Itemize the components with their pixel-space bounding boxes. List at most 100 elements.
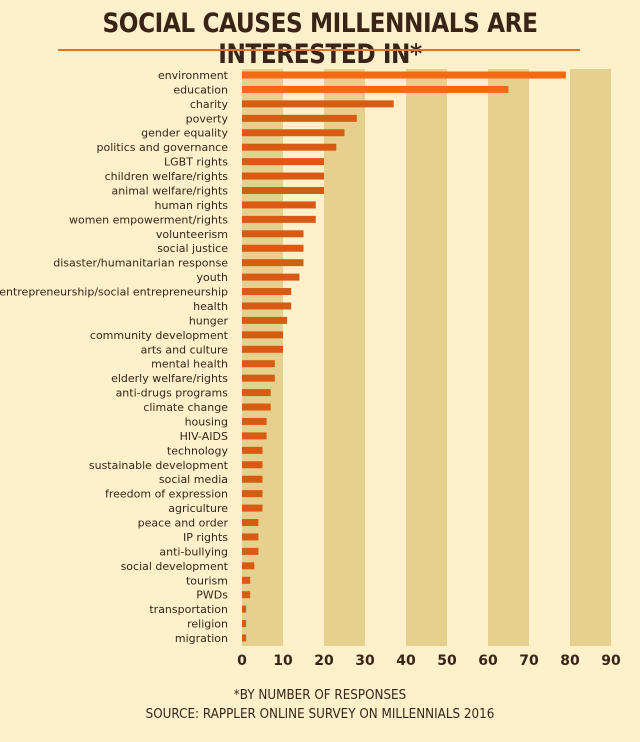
category-label: LGBT rights — [164, 156, 228, 169]
bar — [242, 302, 292, 310]
category-label: environment — [158, 69, 229, 82]
bar — [242, 634, 247, 642]
bar — [242, 533, 259, 541]
category-label: IP rights — [183, 531, 228, 544]
x-tick-label: 80 — [560, 653, 580, 669]
category-label: animal welfare/rights — [111, 184, 228, 197]
bar — [242, 562, 255, 570]
category-label: housing — [185, 415, 228, 428]
category-label: women empowerment/rights — [69, 213, 228, 226]
bar — [242, 475, 263, 483]
bar — [242, 576, 251, 584]
grid-band — [488, 69, 529, 646]
bar — [242, 230, 304, 238]
grid-band — [242, 69, 283, 646]
bar — [242, 432, 267, 440]
x-tick-label: 30 — [355, 653, 375, 669]
category-label: community development — [90, 329, 229, 342]
bar — [242, 547, 259, 555]
category-label: entrepreneurship/social entrepreneurship — [0, 286, 228, 299]
x-tick-label: 0 — [237, 653, 247, 669]
bar — [242, 374, 275, 382]
category-label: youth — [197, 271, 229, 284]
category-label: peace and order — [138, 517, 229, 530]
bar — [242, 114, 357, 122]
bar — [242, 446, 263, 454]
x-tick-label: 70 — [519, 653, 539, 669]
bar — [242, 215, 316, 223]
category-label: social justice — [157, 242, 228, 255]
category-label: politics and governance — [97, 141, 229, 154]
grid-band — [406, 69, 447, 646]
bar — [242, 259, 304, 267]
bar — [242, 143, 337, 151]
category-label: children welfare/rights — [105, 170, 229, 183]
category-label: human rights — [155, 199, 229, 212]
category-label: volunteerism — [156, 228, 228, 241]
category-label: gender equality — [141, 127, 228, 140]
bar — [242, 288, 292, 296]
bar — [242, 172, 324, 180]
category-label: PWDs — [196, 589, 228, 602]
category-label: migration — [175, 632, 228, 645]
x-tick-label: 40 — [396, 653, 416, 669]
category-label: elderly welfare/rights — [111, 372, 228, 385]
category-label: social development — [121, 560, 229, 573]
category-label: arts and culture — [141, 343, 229, 356]
x-tick-label: 60 — [478, 653, 498, 669]
x-tick-label: 10 — [273, 653, 293, 669]
category-label: social media — [159, 473, 228, 486]
bar — [242, 591, 251, 599]
bar — [242, 129, 345, 137]
bar — [242, 244, 304, 252]
category-label: poverty — [186, 112, 229, 125]
bar — [242, 504, 263, 512]
category-label: hunger — [189, 314, 229, 327]
bar — [242, 273, 300, 281]
grid-band — [324, 69, 365, 646]
category-label: education — [173, 83, 228, 96]
category-label: anti-bullying — [159, 545, 228, 558]
x-tick-label: 90 — [601, 653, 621, 669]
category-label: agriculture — [168, 502, 228, 515]
category-label: tourism — [186, 574, 228, 587]
x-tick-label: 50 — [437, 653, 457, 669]
category-label: technology — [167, 444, 229, 457]
bar — [242, 201, 316, 209]
category-label: climate change — [143, 401, 228, 414]
category-label: health — [193, 300, 228, 313]
bar — [242, 519, 259, 527]
x-tick-label: 20 — [314, 653, 334, 669]
title-underline — [58, 49, 580, 51]
bar — [242, 417, 267, 425]
category-label: sustainable development — [89, 459, 229, 472]
bar — [242, 345, 283, 353]
category-label: mental health — [151, 358, 228, 371]
bar — [242, 331, 283, 339]
category-label: transportation — [149, 603, 228, 616]
bar — [242, 490, 263, 498]
category-label: HIV-AIDS — [180, 430, 228, 443]
bar — [242, 85, 509, 93]
bar — [242, 71, 566, 79]
category-label: anti-drugs programs — [116, 387, 229, 400]
bar — [242, 158, 324, 166]
bar — [242, 605, 247, 613]
bar — [242, 100, 394, 108]
grid-band — [570, 69, 611, 646]
bar — [242, 316, 288, 324]
bar — [242, 389, 271, 397]
bar — [242, 403, 271, 411]
category-label: charity — [190, 98, 229, 111]
bar — [242, 360, 275, 368]
bar — [242, 620, 247, 628]
bar — [242, 461, 263, 469]
chart-title: SOCIAL CAUSES MILLENNIALS ARE INTERESTED… — [102, 8, 538, 70]
category-label: freedom of expression — [105, 488, 228, 501]
bar — [242, 186, 324, 194]
source-note: SOURCE: RAPPLER ONLINE SURVEY ON MILLENN… — [145, 707, 495, 722]
category-label: disaster/humanitarian response — [53, 257, 228, 270]
footnote: *BY NUMBER OF RESPONSES — [233, 688, 407, 703]
category-label: religion — [187, 618, 228, 631]
